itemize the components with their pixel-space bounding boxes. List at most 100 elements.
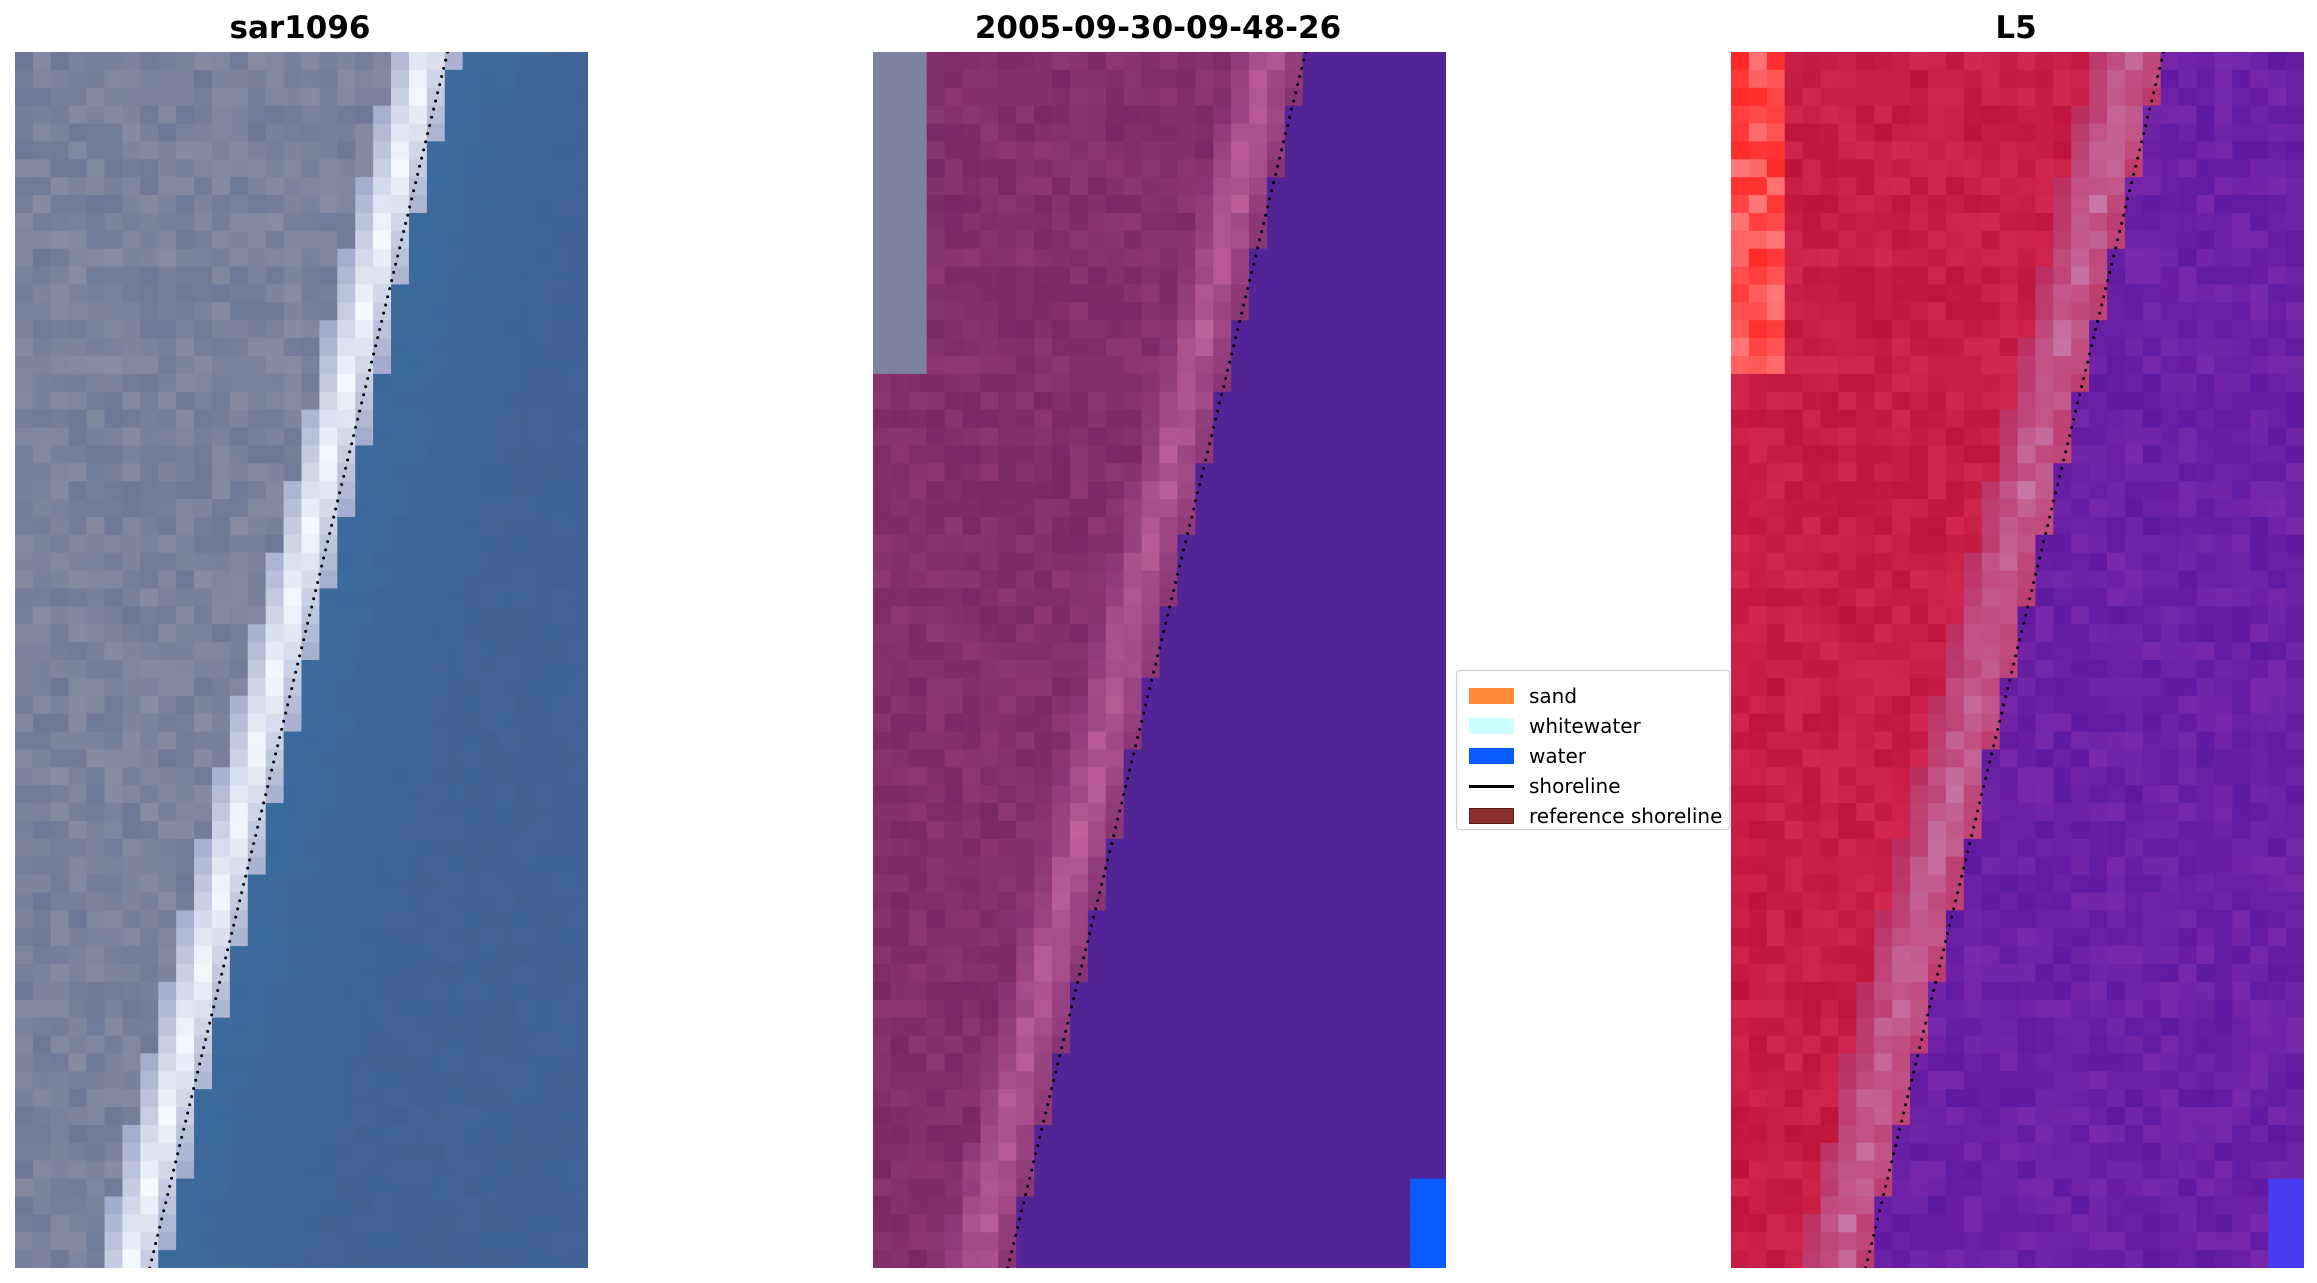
image-pixel bbox=[1320, 981, 1340, 1001]
image-pixel bbox=[15, 427, 34, 447]
image-pixel bbox=[2250, 123, 2269, 143]
image-pixel bbox=[355, 445, 374, 464]
image-pixel bbox=[1141, 195, 1161, 214]
image-pixel bbox=[1249, 1250, 1268, 1268]
image-pixel bbox=[176, 105, 195, 125]
image-pixel bbox=[1249, 570, 1268, 590]
image-pixel bbox=[462, 695, 482, 715]
image-pixel bbox=[980, 69, 999, 89]
image-pixel bbox=[265, 695, 285, 715]
image-pixel bbox=[211, 1232, 231, 1251]
image-pixel bbox=[1231, 427, 1250, 447]
image-pixel bbox=[32, 105, 52, 125]
image-pixel bbox=[980, 1124, 999, 1144]
image-pixel bbox=[998, 606, 1017, 625]
image-pixel bbox=[355, 570, 374, 590]
image-pixel bbox=[1052, 660, 1071, 679]
image-pixel bbox=[176, 230, 195, 250]
shoreline-point bbox=[1256, 246, 1260, 250]
image-pixel bbox=[1320, 159, 1340, 178]
image-pixel bbox=[1374, 409, 1393, 429]
shoreline-point bbox=[1098, 891, 1102, 895]
image-pixel bbox=[1213, 302, 1232, 321]
image-pixel bbox=[1016, 516, 1035, 536]
image-pixel bbox=[1034, 445, 1053, 464]
shoreline-point bbox=[394, 262, 398, 266]
image-pixel bbox=[980, 1017, 999, 1037]
image-pixel bbox=[1249, 284, 1268, 303]
image-pixel bbox=[32, 1232, 52, 1251]
image-pixel bbox=[1410, 1071, 1429, 1090]
image-pixel bbox=[229, 731, 249, 751]
image-pixel bbox=[1141, 177, 1161, 196]
image-pixel bbox=[1087, 212, 1107, 232]
image-pixel bbox=[265, 445, 285, 464]
image-pixel bbox=[1302, 87, 1322, 107]
image-pixel bbox=[1302, 266, 1322, 286]
image-pixel bbox=[1231, 713, 1250, 733]
image-pixel bbox=[408, 588, 428, 607]
shoreline-point bbox=[188, 1103, 192, 1107]
image-pixel bbox=[1284, 570, 1304, 590]
image-pixel bbox=[86, 1142, 106, 1162]
image-pixel bbox=[570, 1089, 588, 1108]
image-pixel bbox=[980, 785, 999, 804]
image-pixel bbox=[1195, 624, 1214, 643]
image-pixel bbox=[2214, 177, 2233, 196]
image-pixel bbox=[373, 320, 392, 339]
image-pixel bbox=[2017, 52, 2037, 71]
image-pixel bbox=[194, 767, 213, 786]
image-pixel bbox=[1016, 302, 1035, 321]
image-pixel bbox=[373, 338, 392, 357]
image-pixel bbox=[570, 69, 588, 89]
image-pixel bbox=[1177, 856, 1196, 876]
image-pixel bbox=[391, 1214, 410, 1233]
image-pixel bbox=[1231, 749, 1250, 768]
image-pixel bbox=[944, 123, 964, 143]
image-pixel bbox=[140, 248, 159, 268]
image-pixel bbox=[337, 516, 356, 536]
image-pixel bbox=[2107, 69, 2126, 89]
image-pixel bbox=[1141, 1089, 1161, 1108]
image-pixel bbox=[1392, 1124, 1411, 1144]
image-pixel bbox=[355, 552, 374, 572]
image-pixel bbox=[534, 981, 553, 1001]
shoreline-point bbox=[1150, 678, 1154, 682]
shoreline-point bbox=[1206, 450, 1210, 454]
image-pixel bbox=[211, 391, 231, 411]
shoreline-point bbox=[1278, 156, 1282, 160]
image-pixel bbox=[1231, 624, 1250, 643]
image-pixel bbox=[1374, 820, 1393, 840]
image-pixel bbox=[211, 713, 231, 733]
image-pixel bbox=[980, 624, 999, 643]
image-pixel bbox=[1105, 356, 1125, 375]
image-pixel bbox=[1069, 981, 1089, 1001]
image-pixel bbox=[908, 87, 928, 107]
image-pixel bbox=[1177, 1071, 1196, 1090]
image-pixel bbox=[480, 302, 500, 321]
image-pixel bbox=[32, 1196, 52, 1215]
image-pixel bbox=[1123, 695, 1143, 715]
image-pixel bbox=[444, 320, 464, 339]
image-pixel bbox=[32, 695, 52, 715]
image-pixel bbox=[265, 1124, 285, 1144]
image-pixel bbox=[998, 445, 1017, 464]
image-pixel bbox=[122, 964, 141, 983]
image-pixel bbox=[570, 892, 588, 911]
image-pixel bbox=[68, 606, 88, 625]
image-pixel bbox=[301, 123, 321, 143]
image-pixel bbox=[229, 606, 249, 625]
image-pixel bbox=[1338, 159, 1358, 178]
image-pixel bbox=[86, 1089, 106, 1108]
image-pixel bbox=[1195, 981, 1214, 1001]
image-pixel bbox=[319, 356, 338, 375]
image-pixel bbox=[50, 445, 70, 464]
image-pixel bbox=[1052, 1071, 1071, 1090]
shoreline-point bbox=[228, 940, 232, 944]
image-pixel bbox=[122, 463, 141, 482]
image-pixel bbox=[498, 69, 517, 89]
image-pixel bbox=[1105, 1017, 1125, 1037]
shoreline-point bbox=[322, 556, 326, 560]
image-pixel bbox=[86, 320, 106, 339]
image-pixel bbox=[926, 1053, 946, 1072]
